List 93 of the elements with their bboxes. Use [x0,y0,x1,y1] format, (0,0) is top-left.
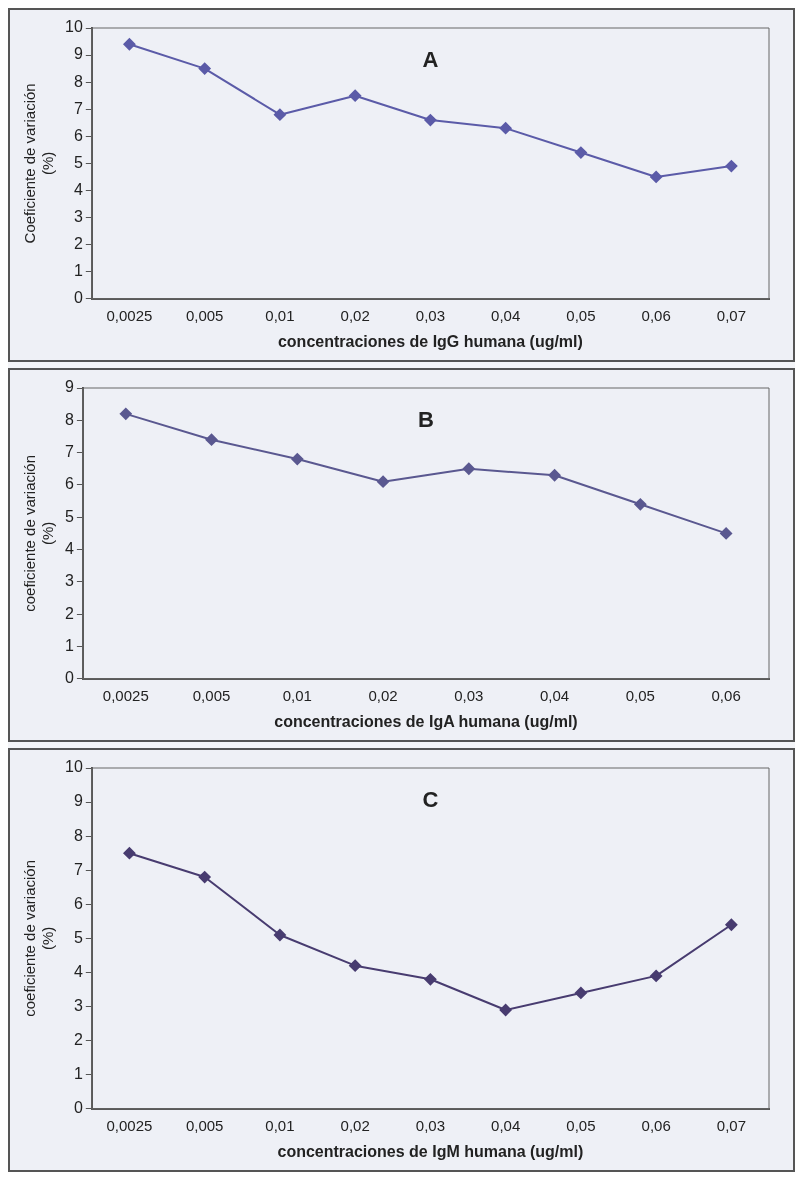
x-axis-title: concentraciones de IgG humana (ug/ml) [277,332,583,350]
x-tick-label: 0,03 [415,306,445,324]
x-tick-label: 0,01 [265,306,295,324]
x-tick-label: 0,005 [192,686,231,704]
point [499,1003,512,1016]
x-tick-label: 0,04 [539,686,570,704]
text: A [422,47,439,73]
y-tick-label: 3 [64,572,74,590]
x-tick-label: 0,01 [265,1116,295,1134]
y-tick-label: 2 [64,604,74,622]
point [462,462,475,475]
y-tick-label: 4 [64,539,74,557]
y-tick-label: 3 [73,996,83,1014]
x-tick-label: 0,05 [566,306,596,324]
y-tick-label: 8 [64,410,74,428]
y-tick-label: 9 [73,792,83,810]
y-tick-label: 1 [73,1065,83,1083]
x-tick-label: 0,005 [185,1116,224,1134]
x-tick-label: 0,005 [185,306,224,324]
x-tick-label: 0,0025 [106,306,153,324]
point [377,475,390,488]
point [198,62,211,75]
y-tick-label: 0 [73,1099,83,1117]
y-tick-label: 3 [73,207,83,225]
point [574,146,587,159]
point [273,108,286,121]
point [198,871,211,884]
x-tick-label: 0,07 [716,306,746,324]
x-tick-label: 0,03 [454,686,484,704]
x-tick-label: 0,06 [641,306,671,324]
y-tick-label: 9 [73,45,83,63]
text: B [418,407,434,433]
y-tick-label: 7 [73,860,83,878]
point [424,114,437,127]
x-tick-label: 0,05 [566,1116,596,1134]
point [349,959,362,972]
point [291,453,304,466]
point [725,918,738,931]
text: C [422,787,439,813]
point [273,928,286,941]
x-tick-label: 0,01 [282,686,312,704]
point [725,160,738,173]
point [650,170,663,183]
y-tick-label: 1 [73,262,83,280]
point [349,89,362,102]
y-axis-title: Coeficiente de variación (%) [21,83,57,244]
x-axis-title: concentraciones de IgA humana (ug/ml) [274,712,578,730]
point [205,433,218,446]
y-tick-label: 5 [73,153,83,171]
point [650,969,663,982]
x-axis-title: concentraciones de IgM humana (ug/ml) [277,1142,584,1160]
point [634,498,647,511]
x-tick-label: 0,0025 [102,686,149,704]
y-tick-label: 6 [73,126,83,144]
y-tick-label: 9 [64,378,74,396]
x-tick-label: 0,0025 [106,1116,153,1134]
y-tick-label: 0 [64,669,74,687]
y-tick-label: 6 [64,475,74,493]
point [499,122,512,135]
x-tick-label: 0,04 [491,1116,521,1134]
x-tick-label: 0,06 [641,1116,671,1134]
y-tick-label: 10 [65,18,83,36]
y-tick-label: 8 [73,826,83,844]
y-tick-label: 5 [73,928,83,946]
y-tick-label: 2 [73,1031,83,1049]
point [574,986,587,999]
point [720,527,733,540]
y-tick-label: 8 [73,72,83,90]
x-tick-label: 0,02 [340,1116,370,1134]
point [119,407,132,420]
y-tick-label: 5 [64,507,74,525]
y-tick-label: 10 [65,758,83,776]
y-tick-label: 6 [73,894,83,912]
point [123,38,136,51]
x-tick-label: 0,06 [711,686,741,704]
point [424,973,437,986]
x-tick-label: 0,02 [368,686,398,704]
x-tick-label: 0,05 [625,686,655,704]
y-tick-label: 2 [73,235,83,253]
x-tick-label: 0,04 [491,306,521,324]
y-tick-label: 0 [73,289,83,307]
y-axis-title: coeficiente de variación (%) [21,860,57,1017]
x-tick-label: 0,03 [415,1116,445,1134]
x-tick-label: 0,07 [716,1116,746,1134]
point [548,469,561,482]
y-tick-label: 4 [73,180,83,198]
y-axis-title: coeficiente de variación (%) [21,455,57,612]
y-tick-label: 7 [64,443,74,461]
x-tick-label: 0,02 [340,306,370,324]
y-tick-label: 7 [73,99,83,117]
y-tick-label: 4 [73,962,83,980]
point [123,847,136,860]
y-tick-label: 1 [64,636,74,654]
